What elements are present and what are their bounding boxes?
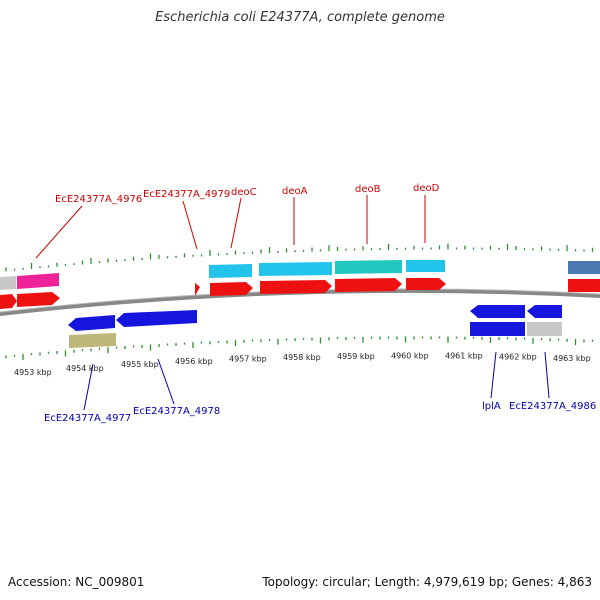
map-title: Escherichia coli E24377A, complete genom…	[155, 10, 445, 25]
label-deoa[interactable]: deoA	[282, 186, 308, 197]
cds-ece24377a-4979[interactable]	[195, 283, 200, 296]
cds-deoc[interactable]	[210, 282, 253, 296]
cds-deoa[interactable]	[260, 280, 332, 294]
cds-ece24377a-4978[interactable]	[116, 310, 197, 327]
label-ece24377a-4979[interactable]: EcE24377A_4979	[143, 189, 230, 200]
reverse-cds-row	[68, 305, 562, 331]
scale-label: 4962 kbp	[499, 352, 537, 361]
reverse-labels: EcE24377A_4977 EcE24377A_4978 lplA EcE24…	[44, 401, 596, 424]
cds-deob[interactable]	[335, 278, 402, 292]
scale-label: 4958 kbp	[283, 353, 321, 362]
reverse-label-leaders	[83, 351, 550, 411]
label-deod[interactable]: deoD	[413, 183, 440, 194]
label-ece24377a-4977[interactable]: EcE24377A_4977	[44, 413, 131, 424]
scale-labels: 4953 kbp 4954 kbp 4955 kbp 4956 kbp 4957 kbp…	[14, 351, 591, 377]
gene-steel-right[interactable]	[568, 261, 600, 274]
scale-label: 4956 kbp	[175, 357, 213, 366]
gene-ipla[interactable]	[470, 322, 525, 336]
gene-deoa[interactable]	[259, 262, 332, 276]
gene-ece24377a-4986[interactable]	[527, 322, 562, 336]
genome-summary-text: Topology: circular; Length: 4,979,619 bp…	[262, 575, 592, 589]
scale-label: 4959 kbp	[337, 352, 375, 361]
gc-ticks-bottom	[5, 336, 594, 360]
label-deob[interactable]: deoB	[355, 184, 381, 195]
cds-ece24377a-4976[interactable]	[17, 292, 60, 307]
forward-labels: EcE24377A_4976 EcE24377A_4979 deoC deoA …	[55, 183, 440, 205]
label-ece24377a-4978[interactable]: EcE24377A_4978	[133, 406, 220, 417]
gene-grey-left[interactable]	[0, 276, 16, 290]
cds-left-edge[interactable]	[0, 294, 17, 309]
gene-ece24377a-4977[interactable]	[69, 333, 116, 348]
gene-deoc[interactable]	[209, 264, 252, 278]
scale-label: 4955 kbp	[121, 360, 159, 369]
cds-deod[interactable]	[406, 278, 446, 290]
gc-ticks-top	[5, 243, 594, 272]
gene-deod[interactable]	[406, 260, 445, 272]
scale-label: 4953 kbp	[14, 368, 52, 377]
label-deoc[interactable]: deoC	[231, 187, 257, 198]
scale-label: 4954 kbp	[66, 364, 104, 373]
cds-ece24377a-4977[interactable]	[68, 315, 115, 331]
scale-label: 4960 kbp	[391, 351, 429, 360]
gene-ece24377a-4976[interactable]	[17, 273, 59, 289]
cds-ece24377a-4986[interactable]	[527, 305, 562, 318]
label-ece24377a-4976[interactable]: EcE24377A_4976	[55, 194, 142, 205]
scale-label: 4957 kbp	[229, 355, 267, 364]
forward-gene-row	[0, 260, 600, 290]
gene-deob[interactable]	[335, 260, 402, 274]
label-ece24377a-4986[interactable]: EcE24377A_4986	[509, 401, 596, 412]
accession-text: Accession: NC_009801	[8, 575, 145, 589]
label-ipla[interactable]: lplA	[482, 401, 501, 412]
forward-label-leaders	[35, 195, 426, 259]
forward-cds-row	[0, 278, 600, 309]
cds-right-edge[interactable]	[568, 279, 600, 292]
cds-ipla[interactable]	[470, 305, 525, 318]
reverse-gene-row	[69, 322, 562, 348]
scale-label: 4963 kbp	[553, 354, 591, 363]
scale-label: 4961 kbp	[445, 352, 483, 361]
